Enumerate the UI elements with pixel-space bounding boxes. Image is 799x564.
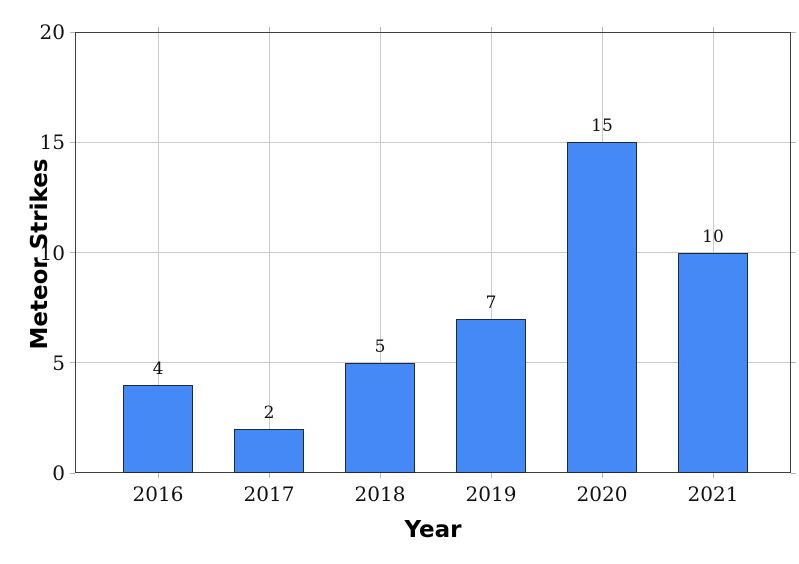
y-tick-right	[791, 472, 796, 474]
bar-2021	[678, 252, 748, 473]
x-tick-label: 2019	[465, 482, 517, 506]
y-tick-label: 0	[52, 461, 65, 485]
y-tick-label: 20	[39, 20, 65, 44]
x-tick-bottom	[157, 473, 159, 478]
x-tick-label: 2016	[132, 482, 184, 506]
y-tick-left	[70, 472, 75, 474]
x-tick-top	[490, 27, 492, 32]
x-tick-top	[712, 27, 714, 32]
bar-value-label: 4	[152, 358, 164, 379]
y-tick-label: 5	[52, 350, 65, 375]
bar-2019	[456, 318, 526, 473]
y-tick-right	[791, 141, 796, 143]
x-tick-top	[601, 27, 603, 32]
bar-2020	[567, 142, 637, 473]
x-axis-title: Year	[404, 517, 462, 543]
y-tick-left	[70, 141, 75, 143]
v-gridline	[379, 32, 381, 473]
bar-value-label: 2	[263, 402, 275, 423]
h-gridline	[75, 252, 791, 253]
y-tick-right	[791, 362, 796, 364]
y-tick-left	[70, 362, 75, 364]
x-tick-label: 2017	[243, 482, 295, 506]
bar-value-label: 7	[485, 292, 497, 313]
y-tick-right	[791, 31, 796, 33]
bar-value-label: 15	[591, 116, 613, 137]
h-gridline	[75, 141, 791, 143]
x-tick-label: 2020	[576, 482, 628, 506]
v-gridline	[490, 32, 492, 473]
x-tick-bottom	[601, 473, 603, 478]
y-tick-label: 10	[39, 240, 65, 265]
x-tick-bottom	[490, 473, 492, 478]
bar-2017	[234, 428, 304, 473]
x-tick-bottom	[712, 473, 714, 478]
bar-2016	[123, 384, 193, 473]
x-tick-top	[379, 27, 381, 32]
h-gridline	[75, 362, 791, 364]
x-tick-label: 2021	[687, 482, 739, 506]
bar-value-label: 10	[702, 226, 724, 247]
v-gridline	[268, 32, 270, 473]
y-tick-left	[70, 252, 75, 253]
x-tick-bottom	[379, 473, 381, 478]
y-tick-label: 15	[39, 130, 65, 155]
x-tick-bottom	[268, 473, 270, 478]
x-tick-top	[268, 27, 270, 32]
bar-value-label: 5	[374, 336, 386, 357]
y-tick-left	[70, 31, 75, 33]
v-gridline	[157, 32, 159, 473]
y-tick-right	[791, 252, 796, 253]
x-tick-top	[157, 27, 159, 32]
x-tick-label: 2018	[354, 482, 406, 506]
plot-area	[75, 32, 791, 473]
bar-2018	[345, 362, 415, 473]
